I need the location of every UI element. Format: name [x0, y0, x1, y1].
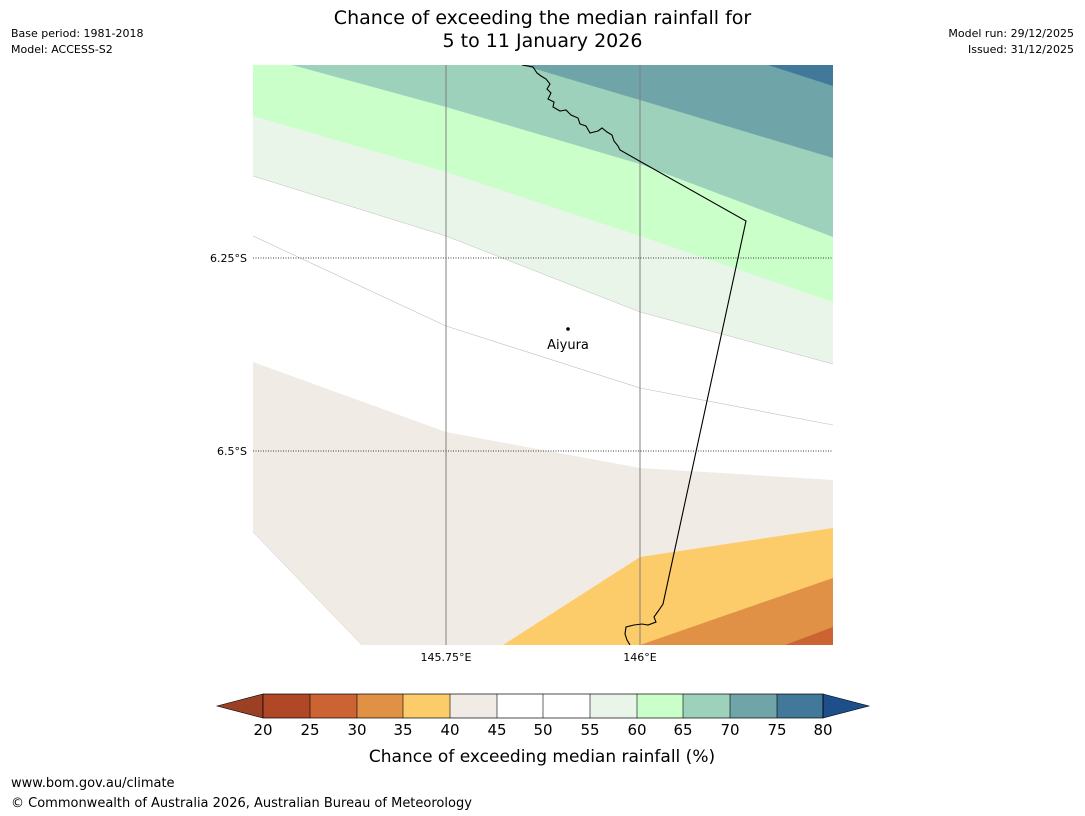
model-run-text: Model run: 29/12/2025 [948, 27, 1074, 40]
colorbar-tick-label: 55 [580, 721, 599, 739]
colorbar-segment-40-45 [450, 694, 497, 718]
contour-line [253, 531, 363, 645]
colorbar-extend-high [822, 693, 871, 719]
colorbar: 20 25 30 35 40 45 50 55 60 65 70 75 80 C… [215, 693, 871, 767]
colorbar-segment-45-50 [497, 694, 543, 718]
colorbar-tick-label: 40 [440, 721, 459, 739]
map-title: Chance of exceeding the median rainfall … [0, 7, 1085, 53]
footer: www.bom.gov.au/climate © Commonwealth of… [11, 774, 472, 814]
colorbar-segment-35-40 [403, 694, 450, 718]
footer-copyright: © Commonwealth of Australia 2026, Austra… [11, 796, 472, 811]
border-line [521, 65, 747, 645]
band-25-30 [785, 627, 833, 645]
colorbar-segment-50-55 [543, 694, 590, 718]
latitude-label-6-25: 6.25°S [210, 252, 247, 265]
colorbar-segment-30-35 [357, 694, 403, 718]
base-period-text: Base period: 1981-2018 [11, 27, 144, 40]
colorbar-tick-label: 80 [813, 721, 832, 739]
band-70-75 [522, 65, 833, 158]
footer-website-link[interactable]: www.bom.gov.au/climate [11, 776, 175, 791]
colorbar-segment-70-75 [730, 694, 777, 718]
colorbar-tick-label: 25 [300, 721, 319, 739]
contour-line [253, 235, 833, 426]
colorbar-tick-label: 60 [627, 721, 646, 739]
colorbar-segment-60-65 [637, 694, 683, 718]
colorbar-tick-label: 50 [533, 721, 552, 739]
contour-line [253, 175, 833, 365]
band-30-35 [640, 578, 833, 645]
colorbar-tick-label: 65 [673, 721, 692, 739]
colorbar-segment-25-30 [310, 694, 357, 718]
metadata-right: Model run: 29/12/2025 Issued: 31/12/2025 [948, 26, 1074, 58]
model-text: Model: ACCESS-S2 [11, 43, 113, 56]
colorbar-segment-65-70 [683, 694, 730, 718]
longitude-label-145-75: 145.75°E [421, 651, 472, 664]
colorbar-segment-55-60 [590, 694, 637, 718]
map-title-line-1: Chance of exceeding the median rainfall … [333, 7, 752, 29]
colorbar-tick-label: 30 [347, 721, 366, 739]
map-title-line-2: 5 to 11 January 2026 [442, 30, 643, 52]
longitude-label-146: 146°E [623, 651, 656, 664]
aiyura-marker [566, 327, 570, 331]
colorbar-tick-label: 20 [253, 721, 272, 739]
colorbar-tick-label: 70 [720, 721, 739, 739]
colorbar-label: Chance of exceeding median rainfall (%) [369, 747, 715, 767]
map-panel [253, 65, 833, 645]
colorbar-extend-low [215, 693, 264, 719]
colorbar-tick-label: 45 [487, 721, 506, 739]
colorbar-tick-label: 75 [767, 721, 786, 739]
latitude-label-6-5: 6.5°S [217, 445, 247, 458]
colorbar-segment-75-80 [777, 694, 823, 718]
metadata-left: Base period: 1981-2018 Model: ACCESS-S2 [11, 26, 143, 58]
place-label-aiyura: Aiyura [547, 338, 589, 353]
colorbar-tick-label: 35 [393, 721, 412, 739]
colorbar-outline [262, 693, 824, 719]
colorbar-segment-20-25 [263, 694, 310, 718]
band-75-80 [768, 65, 833, 86]
issued-text: Issued: 31/12/2025 [967, 43, 1074, 56]
